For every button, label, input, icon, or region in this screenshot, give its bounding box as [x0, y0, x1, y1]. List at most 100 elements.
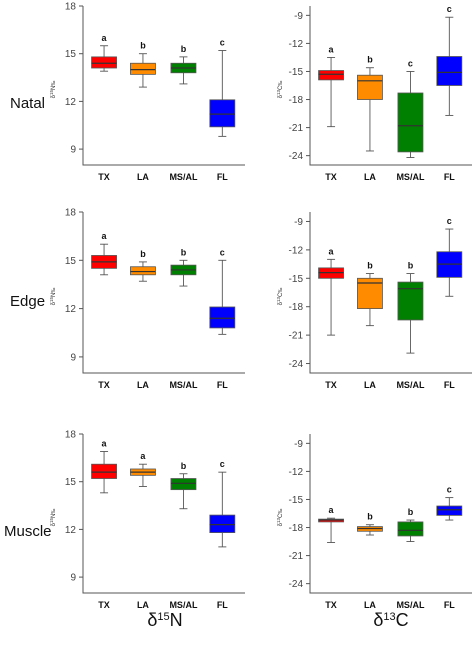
category-label: LA	[364, 380, 376, 390]
y-tick-label: -15	[289, 67, 304, 78]
category-label: LA	[137, 172, 149, 182]
category-label: FL	[444, 600, 455, 610]
panel-natal-n: 9 12 15 18 δ15N‰ a TX b LA b MS/AL c FL	[49, 2, 245, 182]
box-iqr	[91, 56, 117, 69]
box-fl: c	[436, 4, 463, 116]
category-label: TX	[325, 172, 337, 182]
box-ms-al: b	[397, 507, 424, 543]
significance-letter: c	[447, 485, 452, 495]
y-tick-label: -24	[289, 579, 304, 590]
box-iqr	[91, 463, 117, 479]
box-ms-al: b	[397, 261, 424, 354]
y-tick-label: -21	[289, 331, 304, 342]
y-tick-label: 12	[65, 97, 77, 108]
panel-muscle-c: -9 -12 -15 -18 -21 -24 δ13C‰ a TX b LA b MS/AL c FL	[276, 434, 472, 610]
y-tick-label: 9	[70, 352, 76, 363]
box-tx: a	[91, 33, 117, 72]
y-tick-label: -9	[294, 217, 303, 228]
y-tick-label: -12	[289, 245, 304, 256]
box-la: b	[130, 41, 156, 88]
y-tick-label: -9	[294, 439, 303, 450]
significance-letter: a	[140, 451, 146, 461]
category-label: MS/AL	[169, 172, 198, 182]
y-axis-label: δ13C‰	[276, 81, 285, 99]
y-tick-label: -12	[289, 39, 304, 50]
panel-edge-n: 9 12 15 18 δ15N‰ a TX b LA b MS/AL c FL	[49, 208, 245, 390]
box-iqr	[397, 281, 424, 321]
category-label: MS/AL	[396, 600, 425, 610]
panel-muscle-n: 9 12 15 18 δ15N‰ a TX a LA b MS/AL c FL	[49, 430, 245, 610]
box-la: b	[130, 249, 156, 282]
y-tick-label: -24	[289, 359, 304, 370]
category-label: TX	[98, 600, 110, 610]
box-ms-al: b	[170, 44, 197, 85]
axis-lines	[82, 212, 245, 374]
significance-letter: a	[102, 33, 108, 43]
category-label: TX	[325, 600, 337, 610]
y-tick-label: 15	[65, 477, 77, 488]
box-la: b	[357, 55, 383, 152]
box-iqr	[357, 74, 383, 100]
y-tick-label: -9	[294, 11, 303, 22]
y-tick-label: 12	[65, 525, 77, 536]
box-ms-al: b	[170, 461, 197, 510]
category-label: FL	[444, 172, 455, 182]
column-label-n: δ15N	[147, 610, 182, 630]
box-fl: c	[209, 459, 236, 548]
significance-letter: b	[181, 461, 187, 471]
significance-letter: a	[329, 44, 335, 54]
y-tick-label: 12	[65, 304, 77, 315]
category-label: TX	[98, 380, 110, 390]
category-label: FL	[217, 172, 228, 182]
box-iqr	[130, 62, 156, 75]
significance-letter: b	[181, 44, 187, 54]
category-label: MS/AL	[169, 600, 198, 610]
significance-letter: c	[220, 459, 225, 469]
significance-letter: c	[408, 58, 413, 68]
significance-letter: a	[102, 438, 108, 448]
category-label: MS/AL	[169, 380, 198, 390]
y-tick-label: -18	[289, 523, 304, 534]
y-tick-label: 15	[65, 49, 77, 60]
significance-letter: b	[367, 512, 373, 522]
box-iqr	[209, 306, 236, 329]
significance-letter: b	[408, 507, 414, 517]
box-fl: c	[436, 485, 463, 521]
row-label-natal: Natal	[10, 95, 45, 112]
y-axis-label: δ13C‰	[276, 509, 285, 527]
significance-letter: a	[102, 231, 108, 241]
box-fl: c	[209, 247, 236, 335]
box-tx: a	[91, 438, 117, 494]
y-axis-label: δ15N‰	[49, 81, 58, 99]
box-iqr	[318, 70, 344, 81]
box-fl: c	[436, 216, 463, 297]
y-tick-label: -21	[289, 123, 304, 134]
significance-letter: b	[367, 55, 373, 65]
significance-letter: b	[140, 249, 146, 259]
category-label: FL	[217, 380, 228, 390]
box-ms-al: b	[170, 247, 197, 287]
significance-letter: c	[447, 4, 452, 14]
box-iqr	[436, 56, 463, 86]
axis-lines	[309, 6, 472, 166]
category-label: TX	[98, 172, 110, 182]
significance-letter: b	[408, 261, 414, 271]
category-label: FL	[444, 380, 455, 390]
box-iqr	[397, 521, 424, 537]
box-iqr	[170, 478, 197, 491]
box-iqr	[436, 505, 463, 516]
y-axis-label: δ15N‰	[49, 288, 58, 306]
panel-edge-c: -9 -12 -15 -18 -21 -24 δ13C‰ a TX b LA b MS/AL c FL	[276, 212, 472, 390]
box-tx: a	[318, 505, 344, 543]
significance-letter: b	[140, 41, 146, 51]
row-label-muscle: Muscle	[4, 523, 52, 540]
y-axis-label: δ15N‰	[49, 509, 58, 527]
box-ms-al: c	[397, 58, 424, 158]
category-label: LA	[364, 172, 376, 182]
y-tick-label: 9	[70, 145, 76, 156]
y-tick-label: -18	[289, 302, 304, 313]
box-tx: a	[318, 44, 344, 128]
axis-lines	[309, 212, 472, 374]
box-iqr	[397, 92, 424, 153]
